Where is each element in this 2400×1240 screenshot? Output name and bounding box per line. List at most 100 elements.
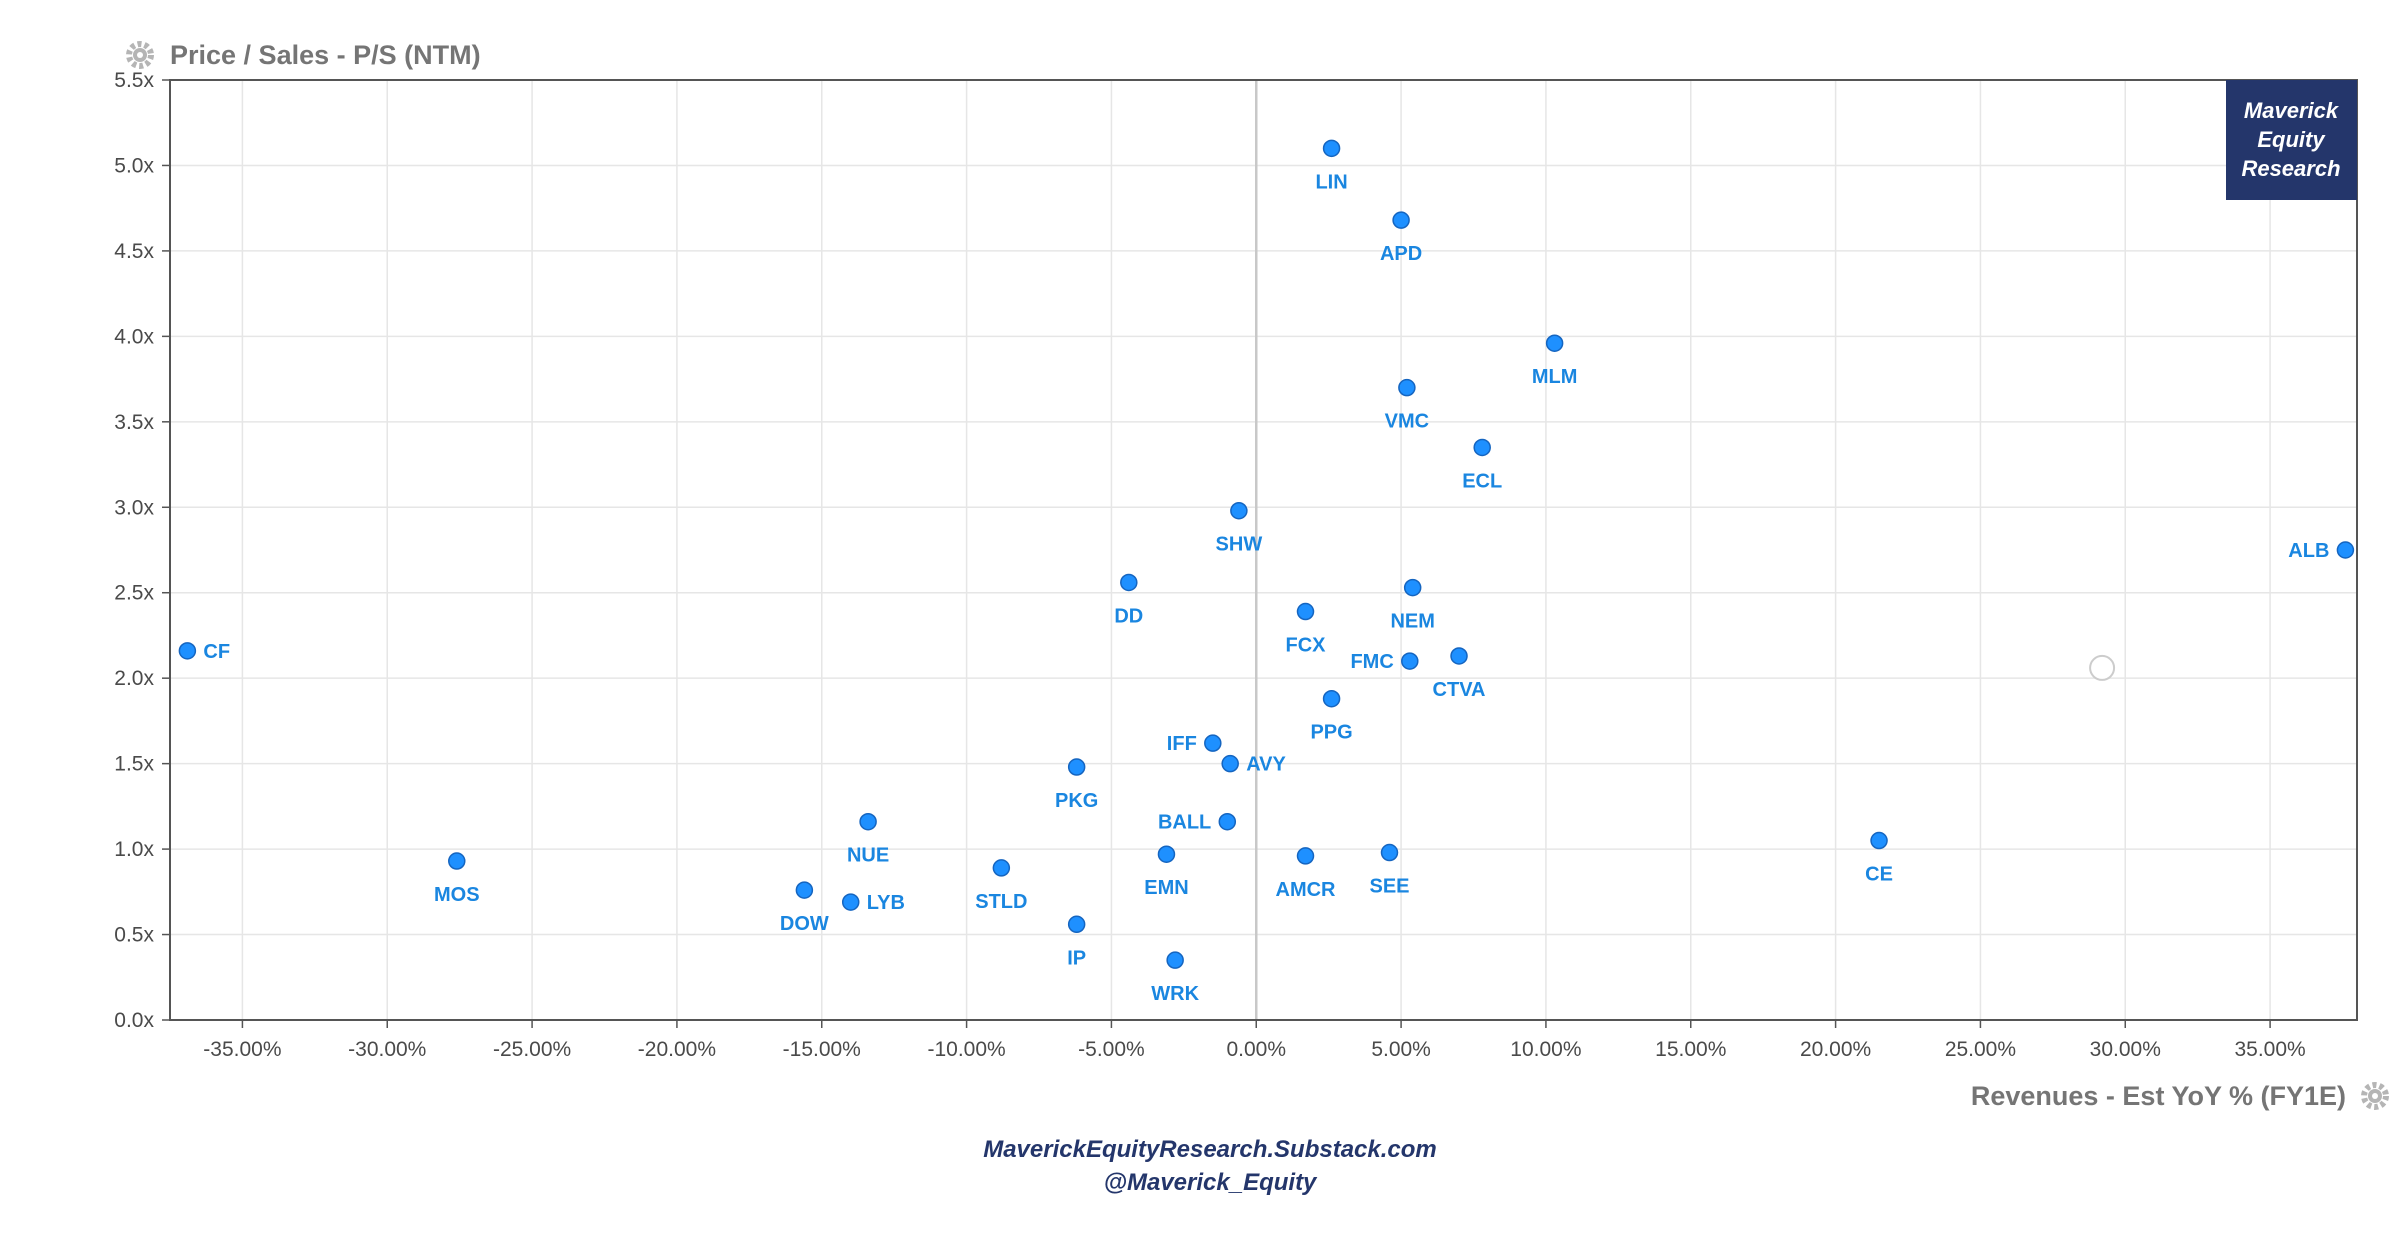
data-point-ecl: ECL: [1462, 438, 1502, 492]
point-label: FMC: [1350, 651, 1393, 673]
point-marker: [1221, 754, 1239, 773]
y-tick-label: 1.0x: [114, 838, 154, 861]
data-point-alb: ALB: [2288, 540, 2355, 562]
point-marker: [1230, 501, 1248, 520]
y-settings-icon[interactable]: [126, 41, 154, 69]
y-tick-label: 0.5x: [114, 924, 154, 947]
point-marker: [992, 859, 1011, 877]
point-label: PPG: [1310, 722, 1352, 744]
data-point-ce: CE: [1865, 831, 1893, 886]
point-label: ALB: [2288, 540, 2329, 562]
data-point-fcx: FCX: [1286, 602, 1327, 657]
data-point-avy: AVY: [1221, 754, 1286, 776]
x-tick-label: 30.00%: [2090, 1038, 2161, 1061]
point-marker: [795, 881, 814, 899]
y-tick-label: 2.0x: [114, 667, 154, 690]
point-marker: [1120, 573, 1138, 592]
data-point-lyb: LYB: [841, 892, 905, 914]
data-point-ball: BALL: [1158, 812, 1237, 834]
data-point-see: SEE: [1369, 843, 1410, 898]
y-tick-label: 5.0x: [114, 154, 154, 177]
x-tick-label: -10.00%: [927, 1038, 1005, 1061]
point-label: BALL: [1158, 812, 1211, 834]
point-marker: [1403, 578, 1422, 597]
point-marker: [1322, 689, 1341, 708]
data-point-nue: NUE: [847, 812, 889, 867]
point-label: IP: [1067, 947, 1086, 969]
point-label: AVY: [1246, 754, 1286, 776]
watermark-box: Maverick Equity Research: [2226, 80, 2357, 200]
grid: [170, 79, 2357, 1021]
x-tick-label: -15.00%: [783, 1038, 861, 1061]
footer-handle: @Maverick_Equity: [1104, 1169, 1318, 1196]
point-label: PKG: [1055, 790, 1098, 812]
data-point-lin: LIN: [1315, 139, 1348, 193]
point-label: STLD: [975, 891, 1027, 913]
point-label: NUE: [847, 845, 889, 867]
footer-website: MaverickEquityResearch.Substack.com: [983, 1136, 1437, 1163]
x-tick-label: 35.00%: [2234, 1038, 2305, 1061]
point-label: FCX: [1286, 635, 1327, 657]
point-label: ECL: [1462, 470, 1502, 492]
data-point-iff: IFF: [1167, 733, 1222, 755]
point-marker: [1157, 845, 1176, 863]
y-tick-label: 1.5x: [114, 753, 154, 776]
x-settings-icon[interactable]: [2361, 1082, 2389, 1110]
x-tick-label: -20.00%: [638, 1038, 716, 1061]
data-point-cf: CF: [178, 641, 230, 663]
point-marker: [2336, 541, 2355, 559]
data-point-nem: NEM: [1390, 578, 1435, 633]
point-marker: [1473, 438, 1491, 457]
point-label: LYB: [867, 892, 905, 914]
point-marker: [1380, 843, 1399, 862]
x-tick-label: -5.00%: [1078, 1038, 1145, 1061]
point-marker: [1067, 915, 1086, 934]
y-axis-ticks: 0.0x 0.5x 1.0x 1.5x 2.0x 2.5x 3.0x 3.5x 4.0x 4.5x…: [114, 69, 170, 1032]
point-marker: [1545, 334, 1564, 352]
point-label: SHW: [1216, 534, 1263, 556]
point-marker: [1296, 602, 1315, 621]
empty-marker: [2089, 654, 2116, 681]
point-label: APD: [1380, 243, 1422, 265]
point-marker: [1398, 378, 1416, 397]
watermark-line-3: Research: [2241, 156, 2340, 181]
y-tick-label: 5.5x: [114, 69, 154, 92]
data-point-apd: APD: [1380, 211, 1422, 265]
point-label: CE: [1865, 864, 1893, 886]
point-label: SEE: [1369, 876, 1409, 898]
data-point-ppg: PPG: [1310, 689, 1353, 744]
data-point-amcr: AMCR: [1276, 847, 1337, 901]
data-point-vmc: VMC: [1385, 378, 1429, 433]
point-label: AMCR: [1276, 879, 1337, 901]
watermark-line-2: Equity: [2257, 127, 2326, 152]
x-tick-label: 20.00%: [1800, 1038, 1871, 1061]
point-label: CTVA: [1433, 679, 1486, 701]
x-axis-ticks: -35.00% -30.00% -25.00% -20.00% -15.00% -10.0…: [203, 1020, 2306, 1061]
data-point-fmc: FMC: [1350, 651, 1419, 673]
y-axis-title: Price / Sales - P/S (NTM): [170, 40, 481, 70]
data-point-dow: DOW: [780, 881, 829, 935]
x-tick-label: 5.00%: [1371, 1038, 1431, 1061]
point-marker: [1067, 758, 1086, 776]
x-tick-label: 25.00%: [1945, 1038, 2016, 1061]
data-point-shw: SHW: [1216, 501, 1263, 556]
data-point-stld: STLD: [975, 859, 1027, 913]
x-tick-label: -30.00%: [348, 1038, 426, 1061]
plot-frame: [169, 79, 2358, 1021]
data-point-mos: MOS: [434, 852, 480, 906]
point-marker: [1392, 211, 1410, 229]
data-point-dd: DD: [1114, 573, 1143, 627]
y-tick-label: 3.0x: [114, 496, 154, 519]
data-point-wrk: WRK: [1151, 951, 1200, 1005]
point-marker: [859, 812, 877, 831]
y-tick-label: 2.5x: [114, 582, 154, 605]
point-label: IFF: [1167, 733, 1197, 755]
point-marker: [1322, 139, 1341, 158]
point-label: NEM: [1390, 611, 1434, 633]
point-marker: [178, 642, 197, 660]
point-marker: [1204, 734, 1222, 752]
point-marker: [1870, 831, 1888, 850]
data-points: LIN APD MLM VMC ECL SHW ALB DD NEM FCX CF CTVA FMC PP…: [178, 139, 2355, 1005]
x-tick-label: -25.00%: [493, 1038, 571, 1061]
point-label: EMN: [1144, 877, 1188, 899]
